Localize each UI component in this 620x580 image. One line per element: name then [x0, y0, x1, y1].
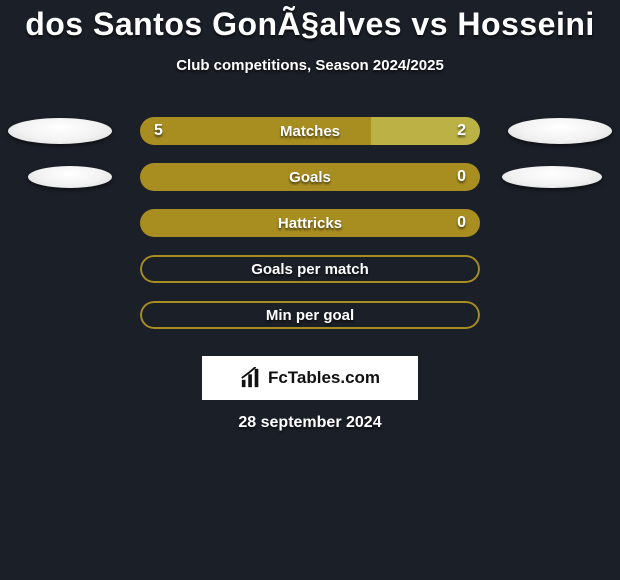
stat-bar: 0Hattricks — [140, 209, 480, 237]
stat-bar: 0Goals — [140, 163, 480, 191]
value-right: 0 — [457, 163, 466, 191]
value-left: 5 — [154, 117, 163, 145]
fctables-logo[interactable]: FcTables.com — [202, 356, 418, 400]
stat-label: Goals per match — [140, 255, 480, 283]
bar-left-fill — [140, 163, 480, 191]
logo-text: FcTables.com — [268, 368, 380, 388]
bar-left-fill — [140, 209, 480, 237]
page-title: dos Santos GonÃ§alves vs Hosseini — [0, 6, 620, 43]
stat-row: 0Hattricks — [0, 200, 620, 246]
player-left-avatar — [28, 166, 112, 188]
value-right: 2 — [457, 117, 466, 145]
stat-bar: 52Matches — [140, 117, 480, 145]
stat-row: Min per goal — [0, 292, 620, 338]
stat-bar: Goals per match — [140, 255, 480, 283]
stat-row: Goals per match — [0, 246, 620, 292]
player-left-avatar — [8, 118, 112, 144]
stat-bar: Min per goal — [140, 301, 480, 329]
stat-rows: 52Matches0Goals0HattricksGoals per match… — [0, 108, 620, 338]
value-right: 0 — [457, 209, 466, 237]
stat-row: 0Goals — [0, 154, 620, 200]
comparison-widget: dos Santos GonÃ§alves vs Hosseini Club c… — [0, 0, 620, 432]
subtitle: Club competitions, Season 2024/2025 — [0, 57, 620, 74]
stat-row: 52Matches — [0, 108, 620, 154]
stat-label: Min per goal — [140, 301, 480, 329]
player-right-avatar — [508, 118, 612, 144]
player-right-avatar — [502, 166, 602, 188]
bar-chart-icon — [240, 367, 262, 389]
date-line: 28 september 2024 — [0, 414, 620, 432]
bar-left-fill — [140, 117, 371, 145]
